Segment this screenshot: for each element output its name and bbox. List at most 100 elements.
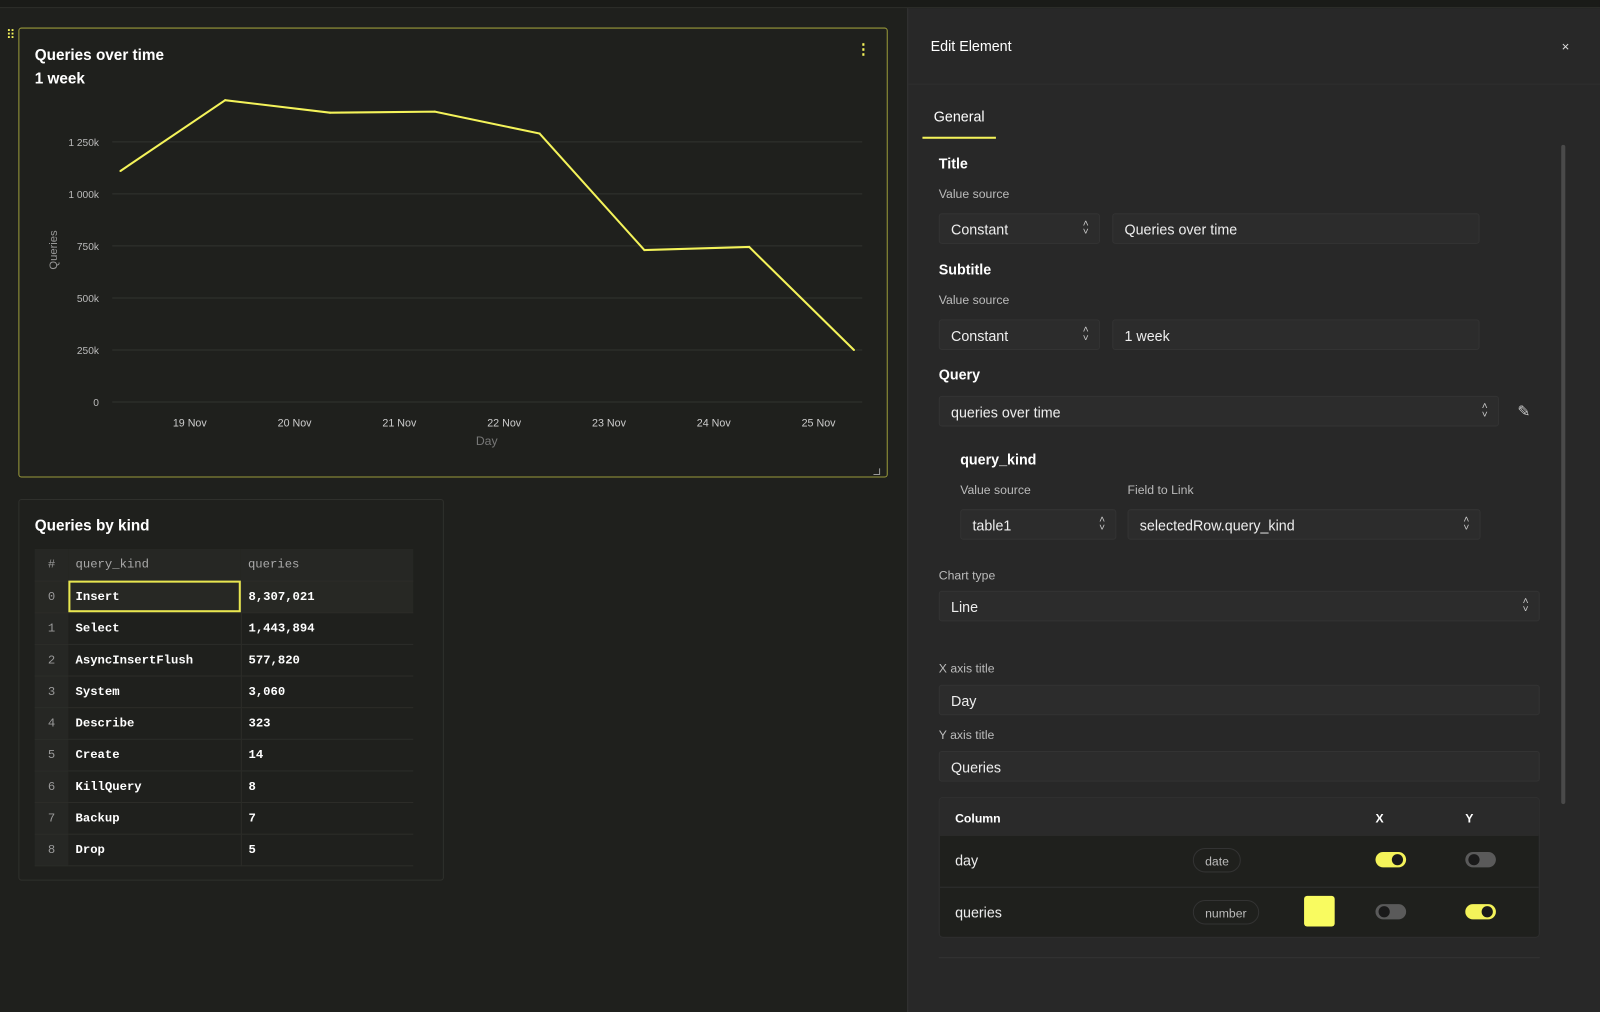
close-icon[interactable]: × [1561,38,1570,55]
query-section-label: Query [938,366,981,383]
cell-queries[interactable]: 1,443,894 [240,612,414,645]
param-value-source-label: Value source [960,482,1031,497]
chart-type-select[interactable]: Line ˄ ˅ [938,590,1540,622]
x-axis-title-input[interactable]: Day [938,684,1540,716]
y-toggle[interactable] [1465,904,1496,920]
select-value: selectedRow.query_kind [1139,517,1295,534]
more-options-icon[interactable]: ⋮ [856,40,871,58]
table-row[interactable]: 6 KillQuery 8 [34,770,414,803]
column-header-query-kind[interactable]: query_kind [68,548,241,582]
query-select[interactable]: queries over time ˄ ˅ [938,395,1499,427]
row-index: 0 [34,580,69,613]
row-index: 7 [34,802,69,835]
cell-query-kind[interactable]: Describe [68,707,242,740]
series-color-swatch[interactable] [1304,895,1335,927]
cell-query-kind[interactable]: KillQuery [68,770,242,803]
cell-queries[interactable]: 8,307,021 [240,580,414,613]
x-tick-label: 19 Nov [173,418,208,430]
title-value-input[interactable]: Queries over time [1112,213,1480,244]
cell-queries[interactable]: 577,820 [240,643,414,677]
cell-query-kind[interactable]: AsyncInsertFlush [68,643,242,677]
chevron-updown-icon: ˄ ˅ [1463,514,1470,534]
table-title: Queries by kind [34,517,150,535]
title-source-select[interactable]: Constant ˄ ˅ [938,213,1100,244]
cell-query-kind[interactable]: Select [68,612,242,645]
cell-query-kind[interactable]: Backup [68,802,242,835]
chart-title: Queries over time [34,46,165,65]
data-point [119,169,122,172]
resize-handle-icon[interactable] [873,468,881,475]
param-source-select[interactable]: table1 ˄ ˅ [960,509,1117,540]
cell-query-kind[interactable]: Create [68,738,242,771]
column-name: day [955,852,979,869]
column-header-index: # [34,548,69,582]
cell-queries[interactable]: 3,060 [240,675,414,708]
cell-queries[interactable]: 7 [240,802,414,835]
table-row[interactable]: 4 Describe 323 [34,707,414,740]
subtitle-section-label: Subtitle [938,261,992,278]
select-value: Line [951,598,979,616]
param-field-label: Field to Link [1127,482,1194,497]
row-index: 3 [34,675,69,708]
select-value: Constant [951,327,1009,344]
table-row[interactable]: 1 Select 1,443,894 [34,612,414,645]
subtitle-value-source-label: Value source [938,292,1010,308]
scrollbar[interactable] [1561,144,1566,805]
row-index: 8 [34,833,69,866]
x-tick-label: 25 Nov [802,418,837,430]
column-header-queries[interactable]: queries [240,548,414,582]
chevron-updown-icon: ˄ ˅ [1082,218,1089,238]
cell-query-kind[interactable]: System [68,675,242,708]
cell-queries[interactable]: 5 [240,833,414,866]
table-row[interactable]: 8 Drop 5 [34,833,414,866]
x-toggle[interactable] [1375,852,1407,868]
edit-query-pencil-icon[interactable]: ✎ [1517,403,1531,421]
drag-handle-icon[interactable]: ⠿ [6,27,15,42]
type-badge: date [1192,847,1242,873]
cell-queries[interactable]: 14 [240,738,414,771]
top-bar [0,0,1600,9]
row-index: 6 [34,770,69,803]
chevron-updown-icon: ˄ ˅ [1481,401,1488,421]
subtitle-source-select[interactable]: Constant ˄ ˅ [938,319,1100,350]
title-value-source-label: Value source [938,186,1010,202]
data-point [224,99,227,102]
y-header: Y [1465,811,1474,826]
select-value: queries over time [951,404,1061,421]
columns-table: Column X Y day date queries number [938,796,1540,938]
subtitle-value-input[interactable]: 1 week [1112,319,1480,350]
x-tick-label: 20 Nov [278,418,313,430]
y-toggle[interactable] [1465,852,1496,868]
y-tick-label: 750k [77,242,100,253]
param-label: query_kind [960,451,1037,468]
select-value: Constant [951,221,1009,238]
table-row[interactable]: 0 Insert 8,307,021 [34,580,414,613]
row-index: 4 [34,707,69,740]
cell-queries[interactable]: 323 [240,707,414,740]
cell-query-kind[interactable]: Insert [68,580,242,613]
panel-title: Edit Element [930,37,1012,55]
column-name: queries [955,904,1002,921]
table-row[interactable]: 7 Backup 7 [34,802,414,835]
column-row-day: day date [939,834,1539,887]
cell-queries[interactable]: 8 [240,770,414,803]
divider [908,83,1600,85]
table-row[interactable]: 3 System 3,060 [34,675,414,708]
row-index: 5 [34,738,69,771]
x-toggle[interactable] [1375,904,1407,920]
y-axis-title-input[interactable]: Queries [938,751,1540,782]
select-value: table1 [972,517,1012,534]
column-header: Column [955,811,1001,826]
chevron-updown-icon: ˄ ˅ [1099,514,1106,534]
data-point [328,111,332,114]
chevron-updown-icon: ˄ ˅ [1082,324,1089,344]
cell-query-kind[interactable]: Drop [68,833,242,866]
y-tick-label: 250k [77,346,100,357]
queries-table: # query_kind queries 0 Insert 8,307,021 1 Se… [34,548,414,866]
table-row[interactable]: 5 Create 14 [34,738,414,771]
tab-general[interactable]: General [922,108,996,139]
param-field-select[interactable]: selectedRow.query_kind ˄ ˅ [1127,509,1481,540]
row-index: 1 [34,612,69,645]
table-row[interactable]: 2 AsyncInsertFlush 577,820 [34,643,414,677]
chart-card[interactable]: Queries over time 1 week ⋮ 0 250k 500k 750k… [18,27,888,478]
